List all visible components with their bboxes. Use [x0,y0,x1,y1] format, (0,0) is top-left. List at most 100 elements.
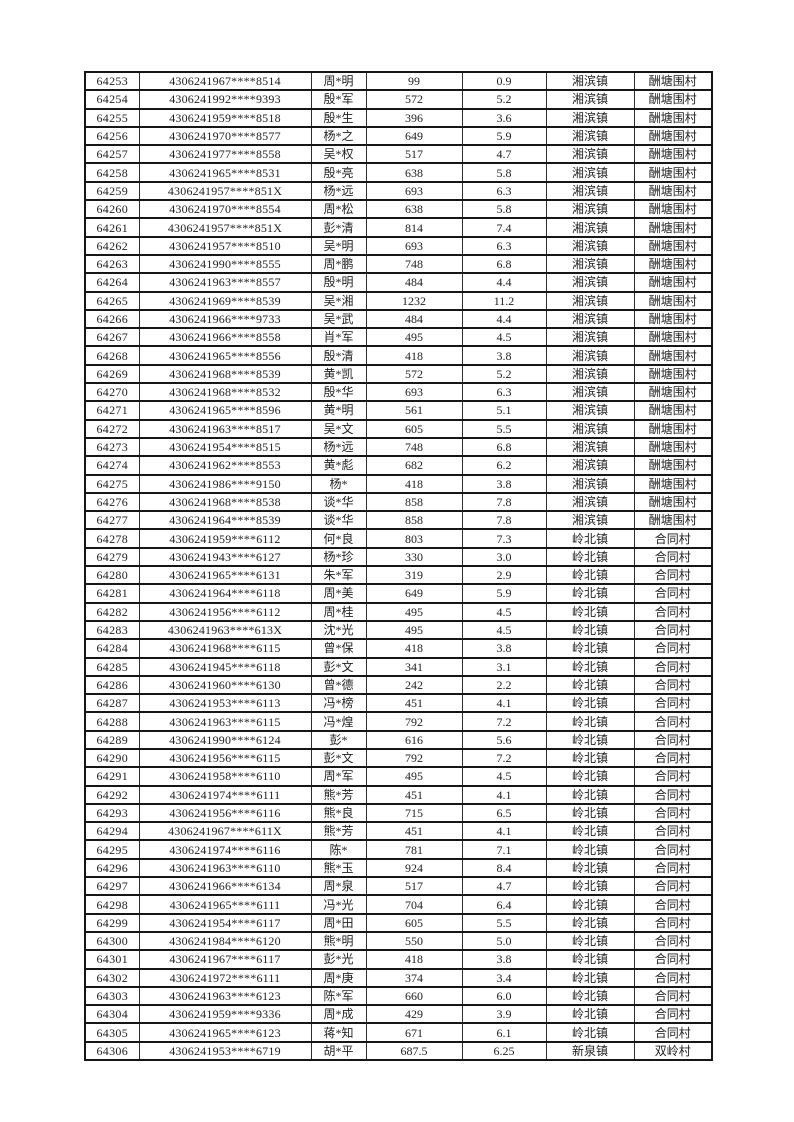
cell-village: 酬塘围村 [633,308,713,330]
cell-town: 岭北镇 [545,693,635,714]
cell-name: 黄*凯 [310,363,367,385]
cell-amount: 792 [365,747,463,769]
cell-area: 7.2 [461,711,547,732]
cell-town: 岭北镇 [545,1022,635,1043]
cell-area: 5.2 [461,89,547,110]
cell-seq: 64264 [84,272,140,293]
cell-town: 湘滨镇 [545,327,635,348]
cell-id-number: 4306241967****6117 [138,949,312,970]
cell-area: 3.8 [461,949,547,970]
cell-village: 合同村 [633,693,713,714]
cell-village: 合同村 [633,930,713,952]
cell-seq: 64298 [84,894,140,915]
cell-id-number: 4306241977****8558 [138,144,312,165]
cell-seq: 64297 [84,876,140,897]
table-row: 64268 4306241965****8556 殷*清 418 3.8 湘滨镇 酬塘围村 [84,345,713,366]
cell-name: 熊*芳 [310,784,367,805]
cell-area: 7.3 [461,528,547,549]
cell-seq: 64306 [84,1040,140,1062]
cell-name: 何*良 [310,528,367,549]
cell-area: 6.8 [461,253,547,275]
cell-area: 6.3 [461,235,547,256]
cell-name: 陈*军 [310,985,367,1007]
cell-id-number: 4306241945****6118 [138,656,312,677]
cell-town: 岭北镇 [545,821,635,842]
cell-town: 岭北镇 [545,619,635,641]
cell-name: 殷*亮 [310,162,367,183]
cell-town: 湘滨镇 [545,345,635,366]
cell-area: 7.8 [461,510,547,531]
cell-name: 周*泉 [310,876,367,897]
cell-id-number: 4306241986****9150 [138,473,312,494]
table-row: 64284 4306241968****6115 曾*保 418 3.8 岭北镇 合同村 [84,638,713,659]
cell-amount: 418 [365,949,463,970]
cell-town: 湘滨镇 [545,89,635,110]
cell-area: 5.8 [461,162,547,183]
cell-amount: 572 [365,89,463,110]
cell-area: 11.2 [461,290,547,311]
cell-amount: 550 [365,930,463,952]
cell-name: 吴*湘 [310,290,367,311]
table-row: 64285 4306241945****6118 彭*文 341 3.1 岭北镇 合同村 [84,656,713,677]
cell-amount: 341 [365,656,463,677]
cell-village: 合同村 [633,619,713,641]
cell-amount: 484 [365,308,463,330]
cell-name: 周*美 [310,583,367,604]
cell-amount: 396 [365,107,463,128]
cell-seq: 64305 [84,1022,140,1043]
table-row: 64273 4306241954****8515 杨*远 748 6.8 湘滨镇 酬塘围村 [84,436,713,458]
cell-town: 岭北镇 [545,930,635,952]
cell-id-number: 4306241990****6124 [138,729,312,751]
cell-amount: 687.5 [365,1040,463,1062]
cell-name: 杨*远 [310,180,367,202]
cell-town: 岭北镇 [545,876,635,897]
table-row: 64295 4306241974****6116 陈* 781 7.1 岭北镇 合同村 [84,839,713,860]
cell-area: 6.3 [461,382,547,403]
cell-amount: 319 [365,564,463,586]
cell-amount: 330 [365,546,463,568]
table-row: 64254 4306241992****9393 殷*军 572 5.2 湘滨镇 酬塘围村 [84,89,713,110]
table-row: 64255 4306241959****8518 殷*生 396 3.6 湘滨镇 酬塘围村 [84,107,713,128]
cell-id-number: 4306241957****851X [138,217,312,238]
cell-name: 陈* [310,839,367,860]
cell-town: 湘滨镇 [545,473,635,494]
cell-town: 岭北镇 [545,674,635,696]
cell-village: 酬塘围村 [633,418,713,439]
cell-town: 湘滨镇 [545,144,635,165]
cell-area: 5.9 [461,583,547,604]
cell-town: 湘滨镇 [545,180,635,202]
cell-town: 湘滨镇 [545,162,635,183]
cell-name: 周*鹏 [310,253,367,275]
cell-id-number: 4306241956****6116 [138,802,312,824]
cell-town: 岭北镇 [545,729,635,751]
cell-seq: 64273 [84,436,140,458]
cell-amount: 858 [365,491,463,513]
cell-village: 酬塘围村 [633,253,713,275]
cell-seq: 64303 [84,985,140,1007]
cell-name: 熊*明 [310,930,367,952]
cell-village: 双岭村 [633,1040,713,1062]
cell-amount: 99 [365,70,463,92]
table-row: 64304 4306241959****9336 周*成 429 3.9 岭北镇 合同村 [84,1004,713,1025]
cell-village: 酬塘围村 [633,473,713,494]
cell-area: 0.9 [461,70,547,92]
table-row: 64280 4306241965****6131 朱*军 319 2.9 岭北镇 合同村 [84,564,713,586]
cell-name: 彭* [310,729,367,751]
cell-village: 合同村 [633,912,713,933]
cell-area: 5.9 [461,125,547,147]
cell-id-number: 4306241957****8510 [138,235,312,256]
cell-area: 5.1 [461,400,547,421]
cell-town: 岭北镇 [545,949,635,970]
cell-name: 熊*玉 [310,857,367,879]
cell-id-number: 4306241972****6111 [138,967,312,988]
cell-seq: 64258 [84,162,140,183]
cell-town: 湘滨镇 [545,491,635,513]
cell-amount: 704 [365,894,463,915]
cell-id-number: 4306241963****6123 [138,985,312,1007]
table-row: 64305 4306241965****6123 蒋*知 671 6.1 岭北镇 合同村 [84,1022,713,1043]
table-row: 64293 4306241956****6116 熊*良 715 6.5 岭北镇 合同村 [84,802,713,824]
cell-area: 6.25 [461,1040,547,1062]
cell-seq: 64284 [84,638,140,659]
cell-village: 合同村 [633,656,713,677]
cell-id-number: 4306241943****6127 [138,546,312,568]
